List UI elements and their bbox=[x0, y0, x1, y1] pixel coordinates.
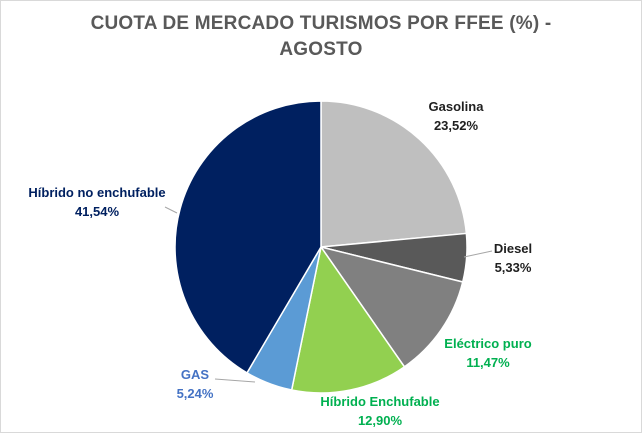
pie-slice-hibrido-enchufable bbox=[290, 245, 406, 394]
data-label-value-gasolina: 23,52% bbox=[434, 118, 479, 133]
pie-slice-electrico-puro bbox=[319, 245, 464, 368]
pie-slice-gasolina bbox=[320, 100, 468, 248]
pie-slice-hibrido-no-enchufable bbox=[174, 100, 322, 374]
data-label-value-hibrido-enchufable: 12,90% bbox=[358, 413, 403, 428]
chart-title: CUOTA DE MERCADO TURISMOS POR FFEE (%) -… bbox=[1, 11, 641, 63]
data-label-name-hibrido-no-enchufable: Híbrido no enchufable bbox=[28, 185, 165, 200]
chart-title-line-2: AGOSTO bbox=[279, 39, 363, 60]
data-label-diesel: Diesel 5,33% bbox=[494, 241, 532, 275]
data-label-value-electrico-puro: 11,47% bbox=[466, 355, 510, 370]
leader-line-gas bbox=[214, 378, 256, 383]
data-label-gasolina: Gasolina 23,52% bbox=[429, 99, 485, 133]
pie-slices bbox=[174, 100, 468, 394]
data-label-hibrido-no-enchufable: Híbrido no enchufable 41,54% bbox=[28, 185, 165, 219]
data-label-gas: GAS 5,24% bbox=[177, 367, 214, 401]
data-label-value-gas: 5,24% bbox=[177, 386, 214, 401]
data-label-name-electrico-puro: Eléctrico puro bbox=[444, 336, 531, 351]
chart-title-line-1: CUOTA DE MERCADO TURISMOS POR FFEE (%) - bbox=[90, 13, 552, 34]
data-label-name-hibrido-enchufable: Híbrido Enchufable bbox=[320, 394, 439, 409]
data-label-electrico-puro: Eléctrico puro 11,47% bbox=[444, 336, 531, 370]
leader-line-diesel bbox=[463, 250, 493, 258]
data-label-value-diesel: 5,33% bbox=[495, 260, 532, 275]
data-label-value-hibrido-no-enchufable: 41,54% bbox=[75, 204, 120, 219]
data-label-name-gas: GAS bbox=[181, 367, 210, 382]
data-label-name-diesel: Diesel bbox=[494, 241, 532, 256]
data-label-hibrido-enchufable: Híbrido Enchufable 12,90% bbox=[320, 394, 439, 428]
leader-line-hibrido-no-enchufable bbox=[164, 206, 178, 214]
data-label-name-gasolina: Gasolina bbox=[429, 99, 485, 114]
